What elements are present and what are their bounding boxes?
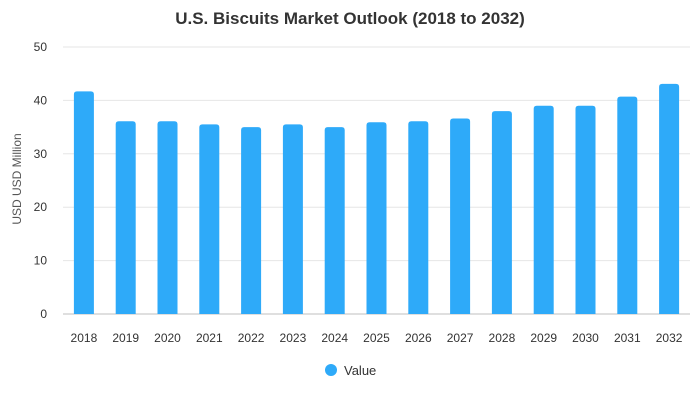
x-tick-label: 2020 [154, 331, 181, 345]
x-tick-label: 2024 [321, 331, 348, 345]
bar-2026[interactable] [408, 121, 429, 314]
y-tick-label: 20 [34, 200, 48, 214]
bar-2030[interactable] [575, 105, 596, 315]
y-tick-label: 10 [34, 254, 48, 268]
x-tick-label: 2023 [280, 331, 307, 345]
chart-title: U.S. Biscuits Market Outlook (2018 to 20… [175, 9, 525, 28]
bar-2018[interactable] [73, 91, 94, 315]
legend[interactable]: Value [325, 363, 376, 378]
bar-2021[interactable] [199, 124, 220, 315]
legend-label: Value [344, 363, 376, 378]
bar-2032[interactable] [659, 83, 680, 314]
y-tick-label: 50 [34, 40, 48, 54]
legend-marker [325, 364, 337, 376]
x-tick-label: 2031 [614, 331, 641, 345]
bar-2028[interactable] [491, 111, 512, 314]
x-tick-label: 2027 [447, 331, 474, 345]
x-tick-label: 2021 [196, 331, 223, 345]
bar-2019[interactable] [115, 121, 136, 314]
bar-2024[interactable] [324, 127, 345, 314]
x-tick-label: 2019 [112, 331, 139, 345]
x-tick-label: 2018 [71, 331, 98, 345]
x-tick-label: 2026 [405, 331, 432, 345]
bar-2029[interactable] [533, 105, 554, 315]
y-tick-label: 30 [34, 147, 48, 161]
x-tick-label: 2022 [238, 331, 265, 345]
bar-2022[interactable] [241, 127, 262, 314]
bar-2027[interactable] [450, 118, 471, 314]
x-tick-label: 2028 [489, 331, 516, 345]
bars [73, 83, 680, 315]
bar-2025[interactable] [366, 122, 387, 314]
x-tick-label: 2032 [656, 331, 683, 345]
y-tick-label: 0 [40, 307, 47, 321]
x-tick-label: 2030 [572, 331, 599, 345]
bar-2020[interactable] [157, 121, 178, 314]
x-tick-label: 2025 [363, 331, 390, 345]
x-tick-label: 2029 [530, 331, 557, 345]
y-axis-ticks: 0 10 20 30 40 50 [34, 40, 48, 321]
y-tick-label: 40 [34, 93, 48, 107]
x-axis-ticks: 2018 2019 2020 2021 2022 2023 2024 2025 2026 2027… [71, 331, 683, 345]
y-axis-title: USD USD Million [10, 133, 24, 224]
bar-2023[interactable] [282, 124, 303, 315]
bar-2031[interactable] [617, 96, 638, 314]
